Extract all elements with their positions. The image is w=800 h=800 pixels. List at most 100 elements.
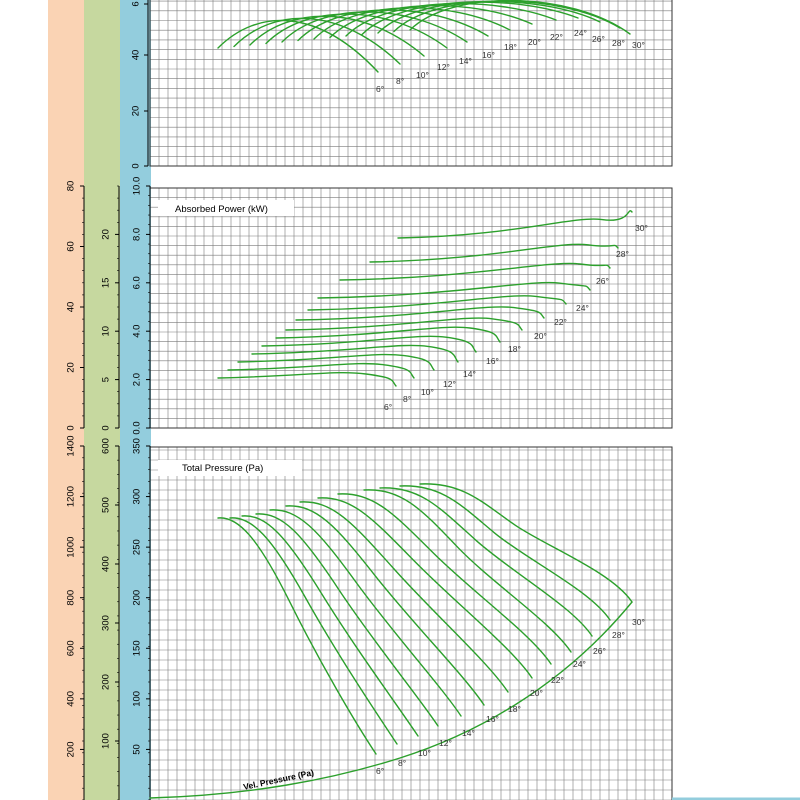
pressure-peach-tick-label-3: 800 xyxy=(66,590,77,606)
top-angle-1: 8° xyxy=(396,76,404,86)
pressure-green-tick-label-5: 600 xyxy=(101,438,112,454)
pressure-green-tick-label-0: 100 xyxy=(101,733,112,749)
pressure-peach-tick-label-5: 1200 xyxy=(66,486,77,507)
power-green-tick-label-3: 15 xyxy=(101,278,112,289)
power-blue-tick-label-3: 6.0 xyxy=(132,276,143,289)
pressure-curve-6 xyxy=(299,501,509,693)
power-curve-8 xyxy=(307,295,567,311)
pressure-angle-10: 26° xyxy=(593,646,606,656)
top-curve-6 xyxy=(313,7,511,40)
top-angle-7: 20° xyxy=(528,37,541,47)
pressure-grid xyxy=(149,447,673,800)
top-angle-2: 10° xyxy=(416,70,429,80)
pressure-green-tick-label-1: 200 xyxy=(101,674,112,690)
pressure-angle-12: 30° xyxy=(632,617,645,627)
power-curve-4 xyxy=(261,335,477,353)
power-title: Absorbed Power (kW) xyxy=(175,204,268,215)
pressure-curve-9 xyxy=(363,489,572,653)
pressure-green-tick-label-3: 400 xyxy=(101,556,112,572)
pressure-angle-8: 22° xyxy=(551,675,564,685)
pressure-angle-9: 24° xyxy=(573,659,586,669)
power-angle-6: 18° xyxy=(508,344,521,354)
power-angle-2: 10° xyxy=(421,387,434,397)
pressure-curve-2 xyxy=(241,515,419,737)
top-angle-9: 24° xyxy=(574,28,587,38)
pressure-angle-7: 20° xyxy=(530,688,543,698)
power-blue-tick-label-5: 10.0 xyxy=(132,177,143,196)
top-tick-label-0: 0 xyxy=(131,163,142,168)
power-curve-3 xyxy=(251,344,459,363)
pressure-angle-4: 14° xyxy=(462,728,475,738)
pressure-angle-0: 6° xyxy=(376,766,384,776)
top-angle-6: 18° xyxy=(504,42,517,52)
power-blue-tick-label-2: 4.0 xyxy=(132,325,143,338)
blue-axis-band xyxy=(120,0,151,800)
top-angle-11: 28° xyxy=(612,38,625,48)
power-peach-tick-label-1: 20 xyxy=(66,362,77,373)
top-angle-12: 30° xyxy=(632,40,645,50)
power-green-tick-label-4: 20 xyxy=(101,229,112,240)
top-angle-5: 16° xyxy=(482,50,495,60)
power-peach-tick-label-0: 0 xyxy=(66,425,77,430)
pressure-angle-2: 10° xyxy=(418,748,431,758)
power-curve-6 xyxy=(285,317,523,331)
power-blue-tick-label-4: 8.0 xyxy=(132,228,143,241)
pressure-curve-10 xyxy=(379,487,593,637)
top-curve-9 xyxy=(361,1,579,36)
pressure-peach-tick-label-0: 200 xyxy=(66,741,77,757)
pressure-curve-7 xyxy=(317,497,533,679)
power-curve-1 xyxy=(227,362,415,379)
power-green-tick-label-0: 0 xyxy=(101,425,112,430)
top-angle-8: 22° xyxy=(550,32,563,42)
top-tick-label-2: 40 xyxy=(131,50,142,61)
pressure-blue-tick-label-2: 150 xyxy=(132,640,143,656)
top-curve-12 xyxy=(409,0,631,35)
pressure-peach-tick-label-4: 1000 xyxy=(66,537,77,558)
power-curve-11 xyxy=(369,243,619,263)
power-peach-tick-label-2: 40 xyxy=(66,302,77,313)
pressure-blue-tick-label-0: 50 xyxy=(132,744,143,755)
power-peach-tick-label-4: 80 xyxy=(66,181,77,192)
pressure-curve-5 xyxy=(285,505,485,706)
top-frame xyxy=(149,0,673,167)
pressure-angle-5: 16° xyxy=(486,714,499,724)
pressure-peach-tick-label-6: 1400 xyxy=(66,435,77,456)
power-angle-3: 12° xyxy=(443,379,456,389)
power-peach-tick-label-3: 60 xyxy=(66,241,77,252)
pressure-blue-tick-label-6: 350 xyxy=(132,438,143,454)
top-curve-0 xyxy=(217,19,379,73)
power-angle-9: 24° xyxy=(576,303,589,313)
power-curve-7 xyxy=(295,306,545,321)
top-angle-3: 12° xyxy=(437,62,450,72)
pressure-angle-11: 28° xyxy=(612,630,625,640)
power-angle-1: 8° xyxy=(403,394,411,404)
power-curve-0 xyxy=(217,371,397,387)
power-angle-7: 20° xyxy=(534,331,547,341)
velocity-pressure-curve xyxy=(149,601,633,799)
pressure-curve-1 xyxy=(229,517,398,745)
power-blue-tick-label-0: 0.0 xyxy=(132,421,143,434)
power-curve-10 xyxy=(339,262,611,281)
power-angle-5: 16° xyxy=(486,356,499,366)
power-curve-5 xyxy=(275,326,501,343)
pressure-angle-1: 8° xyxy=(398,758,406,768)
green-axis-band xyxy=(84,0,120,800)
power-blue-tick-label-1: 2.0 xyxy=(132,373,143,386)
power-grid xyxy=(149,187,673,429)
power-angle-11: 28° xyxy=(616,249,629,259)
power-angle-12: 30° xyxy=(635,223,648,233)
power-title-bg xyxy=(158,200,294,216)
power-green-tick-label-2: 10 xyxy=(101,326,112,337)
power-curve-2 xyxy=(237,353,435,371)
pressure-blue-tick-label-1: 100 xyxy=(132,691,143,707)
pressure-curve-11 xyxy=(399,485,611,621)
power-curve-12 xyxy=(397,210,633,239)
power-angle-8: 22° xyxy=(554,317,567,327)
top-angle-0: 6° xyxy=(376,84,384,94)
power-angle-4: 14° xyxy=(463,369,476,379)
pressure-blue-tick-label-5: 300 xyxy=(132,489,143,505)
pressure-curve-12 xyxy=(419,483,633,603)
pressure-peach-tick-label-2: 600 xyxy=(66,640,77,656)
velocity-pressure-label: Vel. Pressure (Pa) xyxy=(242,767,314,792)
